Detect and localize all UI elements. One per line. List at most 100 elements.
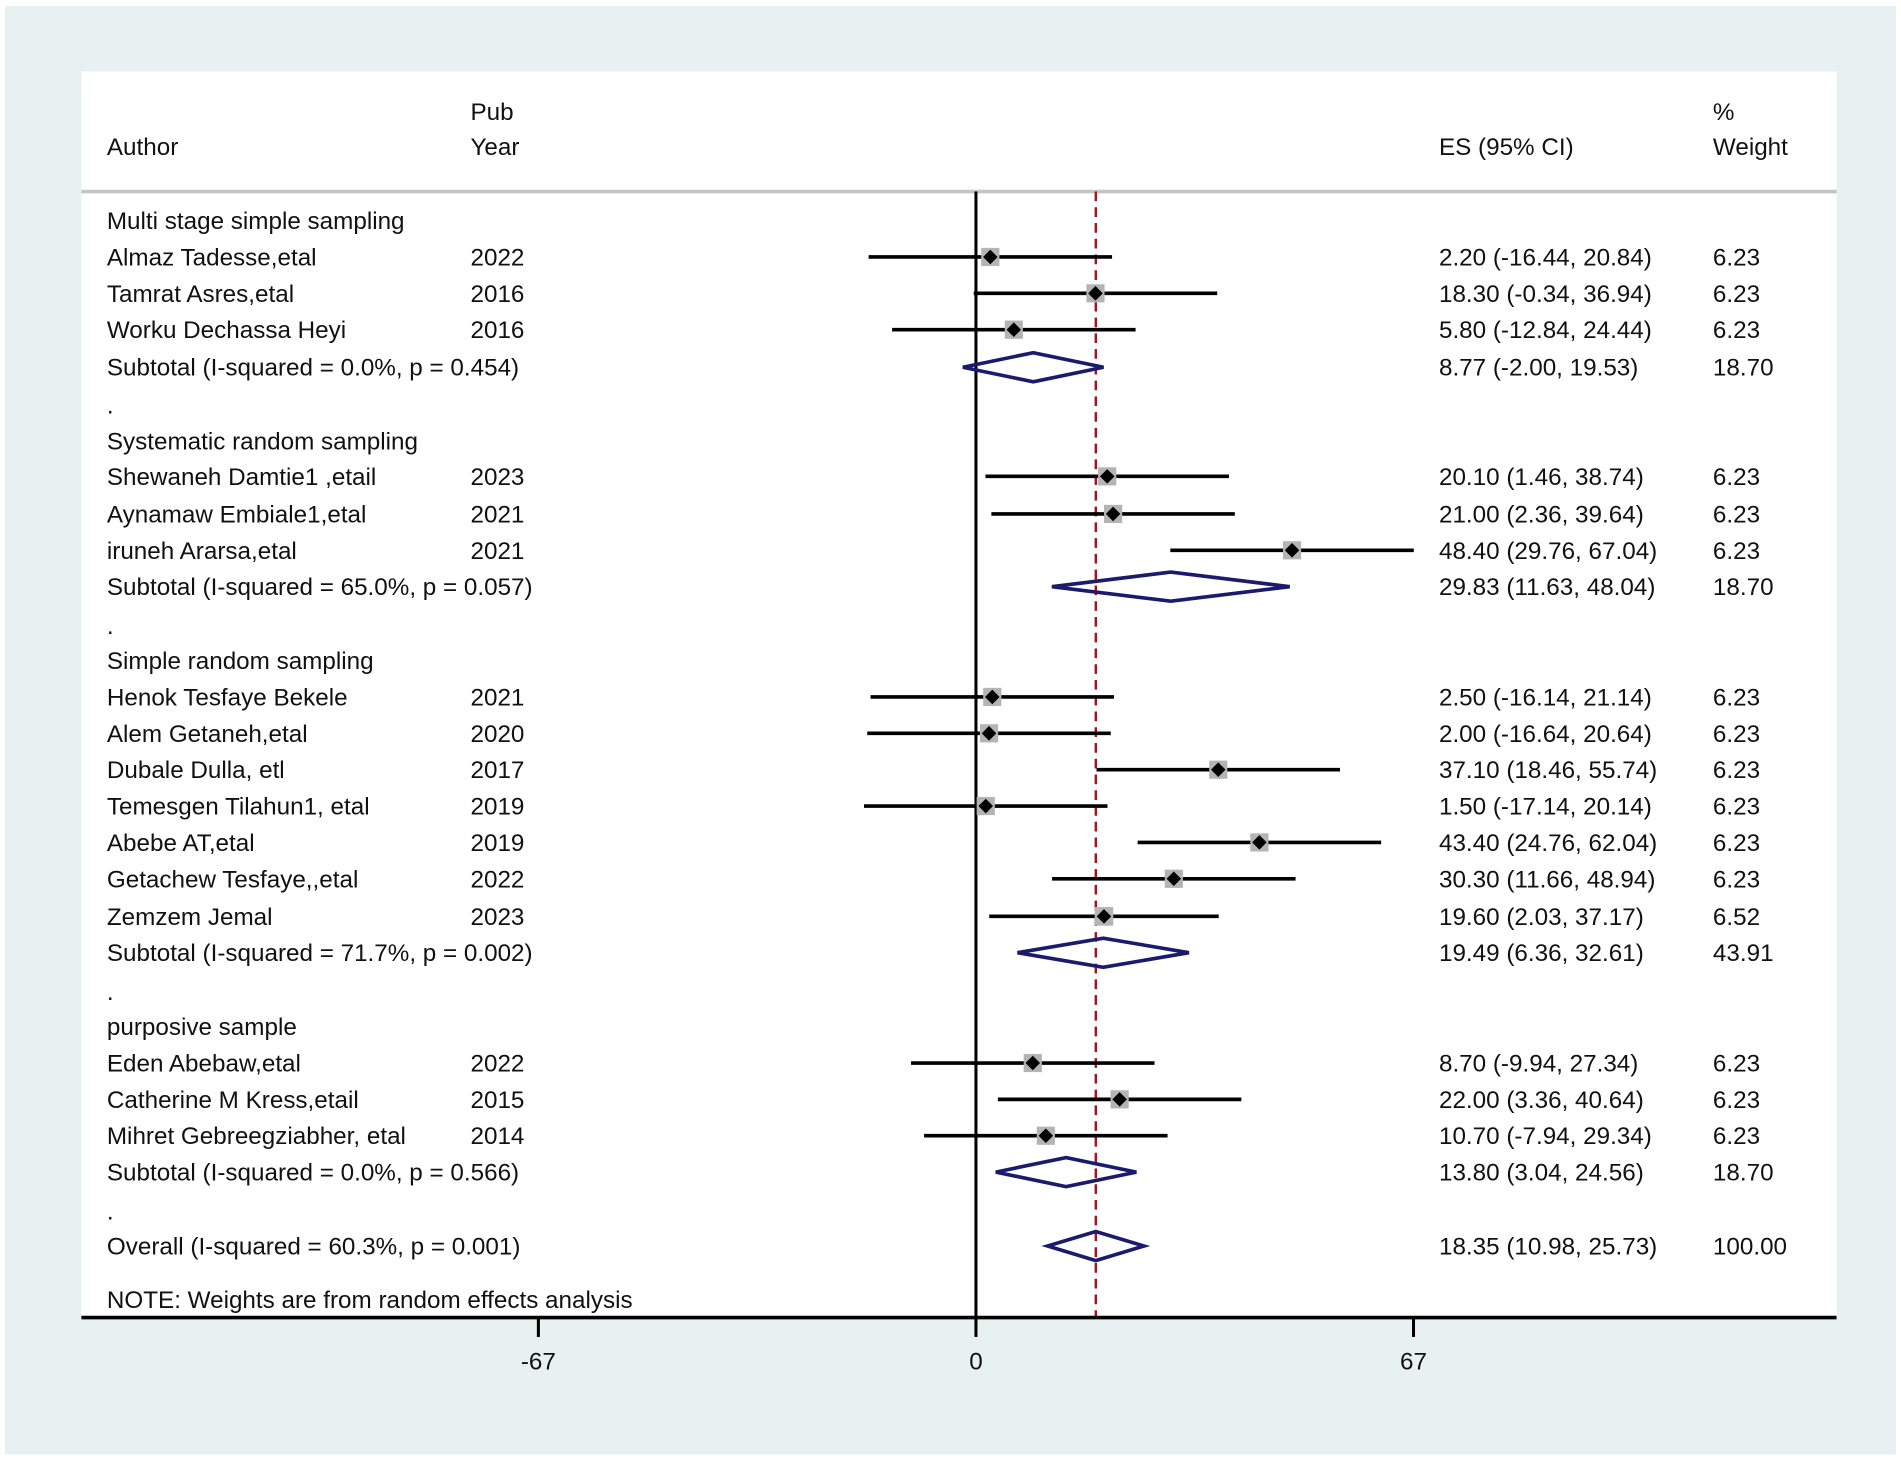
- es-ci-label: 8.70 (-9.94, 27.34): [1439, 1050, 1638, 1077]
- weight-label: 6.23: [1713, 1123, 1760, 1150]
- weight-label: 6.23: [1713, 317, 1760, 344]
- es-ci-label: 1.50 (-17.14, 20.14): [1439, 794, 1652, 821]
- point-estimate: [985, 689, 1000, 705]
- weight-label: 6.23: [1713, 464, 1760, 491]
- study-year: 2023: [471, 904, 525, 931]
- study-label: Temesgen Tilahun1, etal: [107, 794, 370, 821]
- study-year: 2021: [471, 538, 525, 565]
- es-ci-label: 30.30 (11.66, 48.94): [1439, 866, 1655, 893]
- spacer-label: .: [107, 613, 114, 640]
- x-tick-label: -67: [521, 1349, 556, 1376]
- header-weight: Weight: [1713, 134, 1788, 161]
- study-year: 2022: [471, 1050, 525, 1077]
- study-label: Aynamaw Embiale1,etal: [107, 501, 367, 528]
- study-year: 2022: [471, 244, 525, 271]
- spacer-label: .: [107, 392, 114, 419]
- study-label: Getachew Tesfaye,,etal: [107, 866, 358, 893]
- es-ci-label: 48.40 (29.76, 67.04): [1439, 538, 1657, 565]
- subtotal-label: Subtotal (I-squared = 71.7%, p = 0.002): [107, 940, 533, 967]
- subtotal-label: Subtotal (I-squared = 0.0%, p = 0.454): [107, 355, 519, 382]
- subtotal-diamond: [1051, 570, 1290, 604]
- point-estimate: [1038, 1128, 1054, 1144]
- es-ci-label: 18.35 (10.98, 25.73): [1439, 1234, 1657, 1261]
- spacer-label: .: [107, 1198, 114, 1225]
- study-label: Worku Dechassa Heyi: [107, 317, 346, 344]
- weight-label: 6.23: [1713, 244, 1760, 271]
- weight-label: 6.23: [1713, 794, 1760, 821]
- point-estimate: [1088, 286, 1103, 301]
- study-year: 2023: [471, 464, 525, 491]
- overall-diamond: [1041, 1229, 1151, 1263]
- study-year: 2021: [471, 684, 525, 711]
- es-ci-label: 19.60 (2.03, 37.17): [1439, 904, 1644, 931]
- weight-label: 6.23: [1713, 501, 1760, 528]
- point-estimate: [983, 249, 998, 265]
- es-ci-label: 8.77 (-2.00, 19.53): [1439, 355, 1638, 382]
- weight-label: 6.23: [1713, 538, 1760, 565]
- study-year: 2022: [471, 866, 525, 893]
- study-year: 2016: [471, 317, 525, 344]
- es-ci-label: 37.10 (18.46, 55.74): [1439, 757, 1657, 784]
- point-estimate: [1006, 322, 1022, 337]
- point-estimate: [978, 798, 994, 814]
- subtotal-diamond: [1017, 936, 1190, 970]
- subtotal-label: Subtotal (I-squared = 65.0%, p = 0.057): [107, 574, 533, 601]
- subtotal-diamond: [962, 350, 1104, 384]
- weight-label: 6.52: [1713, 904, 1760, 931]
- study-label: Mihret Gebreegziabher, etal: [107, 1123, 406, 1150]
- study-label: Eden Abebaw,etal: [107, 1050, 301, 1077]
- point-estimate: [1025, 1055, 1041, 1071]
- study-label: Abebe AT,etal: [107, 830, 255, 857]
- study-label: Zemzem Jemal: [107, 904, 273, 931]
- x-tick-label: 0: [969, 1349, 982, 1376]
- study-year: 2014: [471, 1123, 525, 1150]
- study-year: 2021: [471, 501, 525, 528]
- x-tick-label: 67: [1400, 1349, 1427, 1376]
- study-label: Catherine M Kress,etail: [107, 1087, 359, 1114]
- study-year: 2019: [471, 794, 525, 821]
- point-estimate: [1166, 871, 1182, 887]
- study-label: Dubale Dulla, etl: [107, 757, 285, 784]
- weight-label: 18.70: [1713, 574, 1774, 601]
- group-label: purposive sample: [107, 1014, 297, 1041]
- study-label: Almaz Tadesse,etal: [107, 244, 317, 271]
- overall-label: Overall (I-squared = 60.3%, p = 0.001): [107, 1234, 521, 1261]
- subtotal-label: Subtotal (I-squared = 0.0%, p = 0.566): [107, 1160, 519, 1187]
- point-estimate: [981, 726, 997, 741]
- weight-label: 18.70: [1713, 355, 1774, 382]
- es-ci-label: 18.30 (-0.34, 36.94): [1439, 281, 1652, 308]
- group-label: Systematic random sampling: [107, 429, 418, 456]
- es-ci-label: 13.80 (3.04, 24.56): [1439, 1160, 1644, 1187]
- group-label: Simple random sampling: [107, 648, 374, 675]
- note-text: NOTE: Weights are from random effects an…: [107, 1287, 633, 1314]
- weight-label: 6.23: [1713, 281, 1760, 308]
- header-pct: %: [1713, 99, 1735, 126]
- weight-label: 6.23: [1713, 866, 1760, 893]
- weight-label: 6.23: [1713, 757, 1760, 784]
- study-label: Tamrat Asres,etal: [107, 281, 294, 308]
- es-ci-label: 10.70 (-7.94, 29.34): [1439, 1123, 1652, 1150]
- es-ci-label: 2.50 (-16.14, 21.14): [1439, 684, 1652, 711]
- point-estimate: [1105, 506, 1121, 522]
- plot-panel: [81, 71, 1837, 1318]
- study-label: Alem Getaneh,etal: [107, 721, 308, 748]
- es-ci-label: 19.49 (6.36, 32.61): [1439, 940, 1644, 967]
- header-year: Year: [471, 134, 520, 161]
- study-year: 2019: [471, 830, 525, 857]
- subtotal-diamond: [995, 1155, 1137, 1189]
- weight-label: 6.23: [1713, 830, 1760, 857]
- weight-label: 6.23: [1713, 684, 1760, 711]
- group-label: Multi stage simple sampling: [107, 208, 405, 235]
- study-label: iruneh Ararsa,etal: [107, 538, 297, 565]
- es-ci-label: 2.20 (-16.44, 20.84): [1439, 244, 1652, 271]
- weight-label: 100.00: [1713, 1234, 1787, 1261]
- study-year: 2020: [471, 721, 525, 748]
- weight-label: 6.23: [1713, 1050, 1760, 1077]
- header-es: ES (95% CI): [1439, 134, 1574, 161]
- es-ci-label: 21.00 (2.36, 39.64): [1439, 501, 1644, 528]
- study-label: Henok Tesfaye Bekele: [107, 684, 348, 711]
- es-ci-label: 20.10 (1.46, 38.74): [1439, 464, 1644, 491]
- weight-label: 43.91: [1713, 940, 1774, 967]
- es-ci-label: 5.80 (-12.84, 24.44): [1439, 317, 1652, 344]
- es-ci-label: 43.40 (24.76, 62.04): [1439, 830, 1657, 857]
